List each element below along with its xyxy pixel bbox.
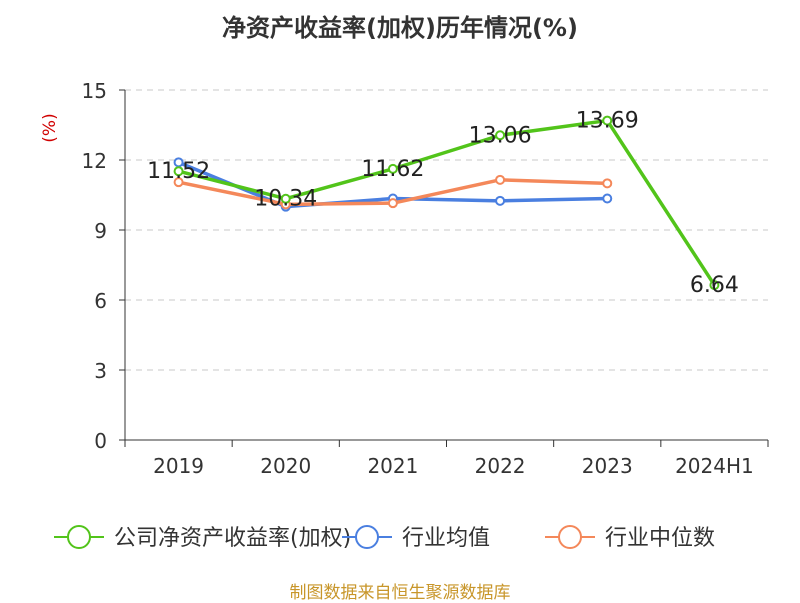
series-line xyxy=(178,118,716,287)
data-point xyxy=(602,193,613,204)
x-tick-label: 2024H1 xyxy=(675,454,754,478)
data-point xyxy=(495,195,506,206)
data-point xyxy=(173,177,184,188)
data-label: 10.34 xyxy=(254,187,317,212)
data-point xyxy=(602,178,613,189)
legend-marker xyxy=(558,525,582,549)
data-point xyxy=(387,163,398,174)
legend-marker xyxy=(67,525,91,549)
x-tick-label: 2022 xyxy=(475,454,526,478)
data-label: 13.69 xyxy=(576,109,639,134)
x-tick-label: 2020 xyxy=(260,454,311,478)
data-label: 11.52 xyxy=(147,159,210,184)
source-note: 制图数据来自恒生聚源数据库 xyxy=(289,583,511,603)
y-tick-label: 9 xyxy=(94,219,107,243)
y-tick-label: 15 xyxy=(82,79,107,103)
x-tick-label: 2021 xyxy=(367,454,418,478)
data-point xyxy=(280,193,291,204)
data-point xyxy=(709,280,720,291)
chart-title: 净资产收益率(加权)历年情况(%) xyxy=(222,14,578,42)
data-point xyxy=(173,166,184,177)
legend-label: 行业均值 xyxy=(402,526,490,551)
data-point xyxy=(495,174,506,185)
data-point xyxy=(387,198,398,209)
y-tick-label: 6 xyxy=(94,289,107,313)
data-point xyxy=(495,130,506,141)
y-tick-label: 0 xyxy=(94,429,107,453)
y-tick-label: 12 xyxy=(82,149,107,173)
data-label: 6.64 xyxy=(690,273,739,298)
x-tick-label: 2023 xyxy=(582,454,633,478)
data-label: 13.06 xyxy=(469,123,532,148)
legend-marker xyxy=(355,525,379,549)
y-tick-label: 3 xyxy=(94,359,107,383)
data-point xyxy=(602,115,613,126)
x-tick-label: 2019 xyxy=(153,454,204,478)
legend-label: 行业中位数 xyxy=(605,526,715,551)
data-label: 11.62 xyxy=(361,157,424,182)
legend-label: 公司净资产收益率(加权) xyxy=(114,526,351,551)
